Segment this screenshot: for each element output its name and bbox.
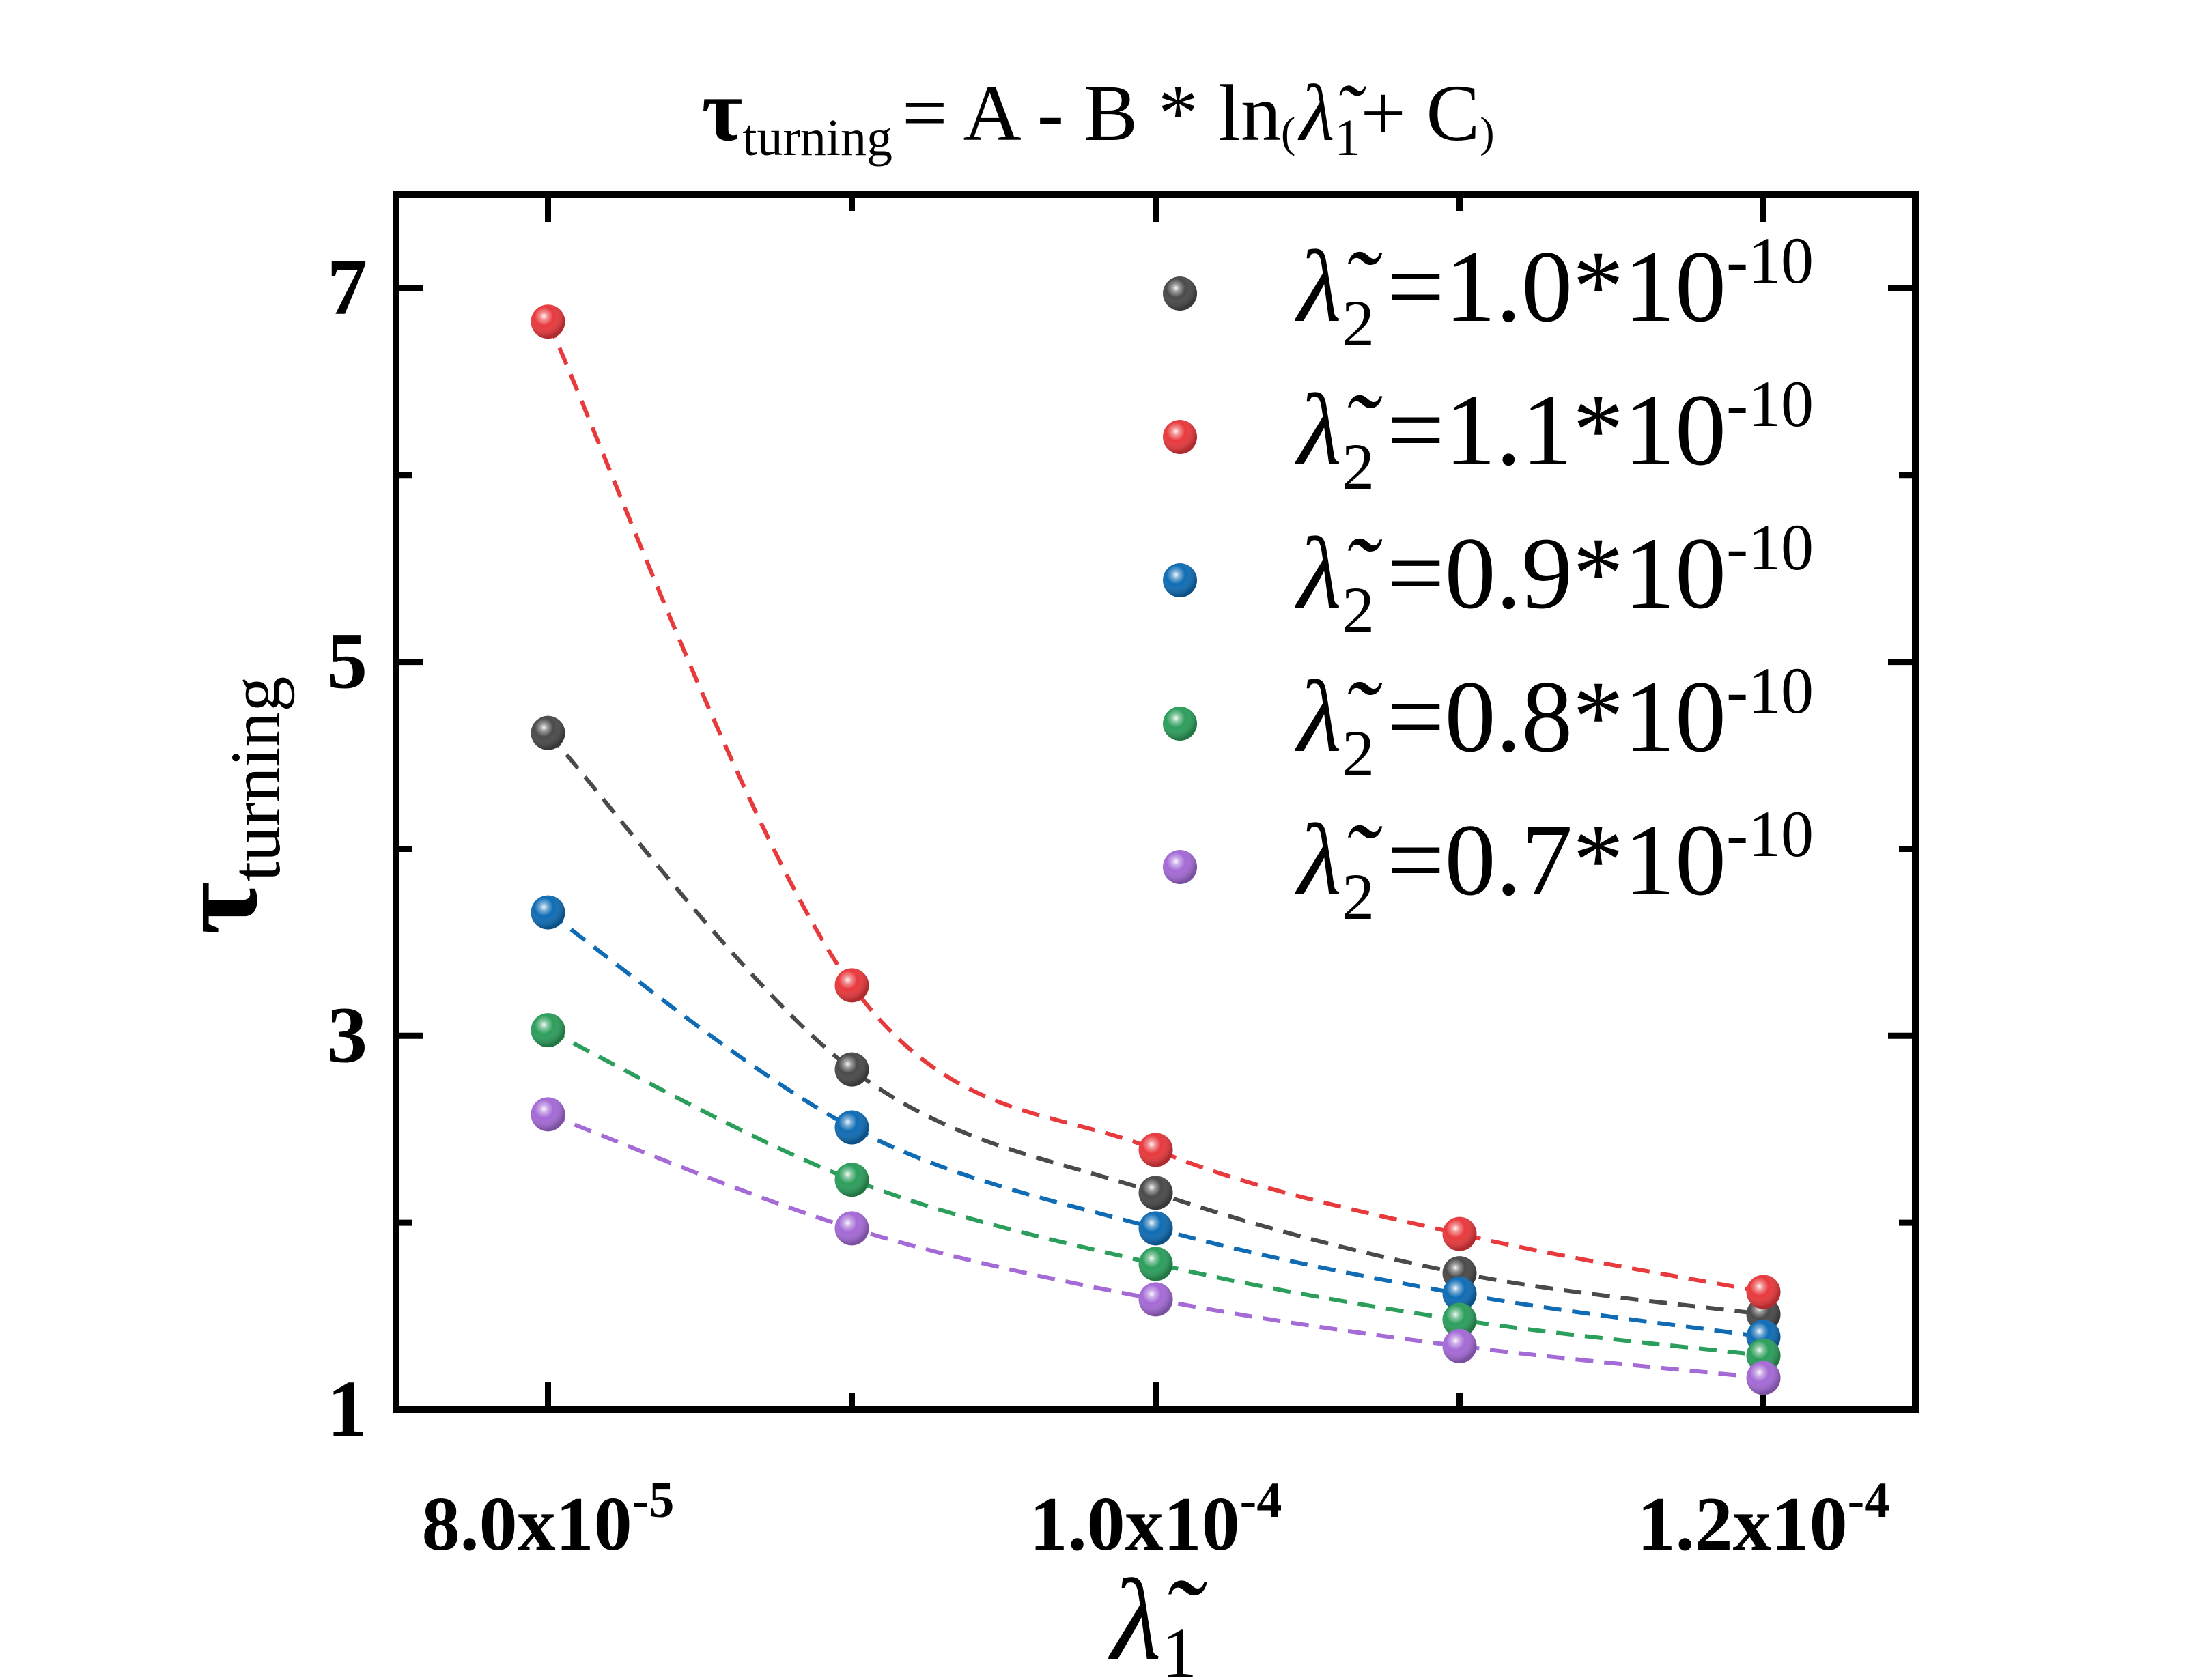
title-close-paren: ) — [1480, 108, 1494, 156]
title-equation: = A - B * ln — [902, 68, 1281, 158]
data-point-shine — [1442, 1302, 1477, 1337]
legend-label: λ̃2 =1.1*10-10 — [1295, 367, 1814, 503]
legend-label: λ̃2 =0.8*10-10 — [1295, 654, 1814, 790]
title-plus-c: + C — [1360, 68, 1480, 158]
y-axis: 1 3 5 7 — [327, 242, 1915, 1453]
legend-label: λ̃2 =0.9*10-10 — [1295, 511, 1814, 646]
data-point-shine — [834, 968, 869, 1003]
chart-title: τturning = A - B * ln(λ̃1+ C) — [702, 61, 1495, 167]
data-point-shine — [1138, 1133, 1173, 1167]
legend-marker-shine — [1163, 707, 1197, 741]
y-tick-label: 1 — [327, 1364, 367, 1453]
legend-marker-shine — [1163, 420, 1197, 454]
data-point-shine — [531, 1097, 565, 1132]
data-point-shine — [1442, 1328, 1477, 1363]
title-tau-sub: turning — [742, 109, 892, 167]
y-tick-label: 3 — [327, 990, 367, 1079]
y-axis-symbol: τ — [153, 881, 281, 935]
legend-label: λ̃2 =0.7*10-10 — [1295, 797, 1814, 933]
fit-curve — [546, 731, 1764, 1317]
x-axis-label: λ̃1 — [1108, 1556, 1208, 1680]
fit-curve — [546, 320, 1764, 1294]
data-point-shine — [834, 1110, 869, 1145]
data-points — [531, 304, 1781, 1395]
title-tau: τ — [702, 61, 743, 160]
data-point-shine — [834, 1052, 869, 1087]
y-axis-label: τturning — [153, 677, 295, 935]
data-point-shine — [1746, 1275, 1781, 1309]
y-tick-label: 5 — [327, 616, 367, 706]
data-point-shine — [531, 715, 565, 750]
x-tick-label: 1.2x10-4 — [1637, 1472, 1890, 1567]
legend-marker-shine — [1163, 276, 1197, 311]
data-point-shine — [531, 1013, 565, 1048]
data-point-shine — [834, 1211, 869, 1246]
data-point-shine — [1442, 1277, 1477, 1311]
legend-marker-shine — [1163, 563, 1197, 597]
data-point-shine — [531, 895, 565, 930]
legend: λ̃2 =1.0*10-10λ̃2 =1.1*10-10λ̃2 =0.9*10-10λ… — [1163, 224, 1814, 933]
data-point-shine — [1138, 1282, 1173, 1317]
data-point-shine — [531, 304, 565, 339]
data-point-shine — [1138, 1247, 1173, 1281]
x-axis-sub: 1 — [1162, 1614, 1197, 1680]
data-point-shine — [1442, 1216, 1477, 1251]
x-tick-label: 8.0x10-5 — [422, 1472, 675, 1567]
data-point-shine — [1746, 1361, 1781, 1395]
x-tick-label: 1.0x10-4 — [1030, 1472, 1282, 1567]
data-point-shine — [1138, 1176, 1173, 1210]
title-open-paren: ( — [1281, 108, 1295, 156]
legend-label: λ̃2 =1.0*10-10 — [1295, 224, 1814, 360]
data-point-shine — [834, 1163, 869, 1197]
fit-curve — [547, 1028, 1764, 1358]
data-point-shine — [1138, 1211, 1173, 1246]
x-axis: 8.0x10-5 1.0x10-4 1.2x10-4 — [422, 195, 1890, 1567]
y-axis-sub: turning — [216, 677, 295, 881]
legend-marker-shine — [1163, 850, 1197, 884]
title-lambda-sub: 1 — [1334, 109, 1360, 167]
y-tick-label: 7 — [327, 242, 367, 332]
